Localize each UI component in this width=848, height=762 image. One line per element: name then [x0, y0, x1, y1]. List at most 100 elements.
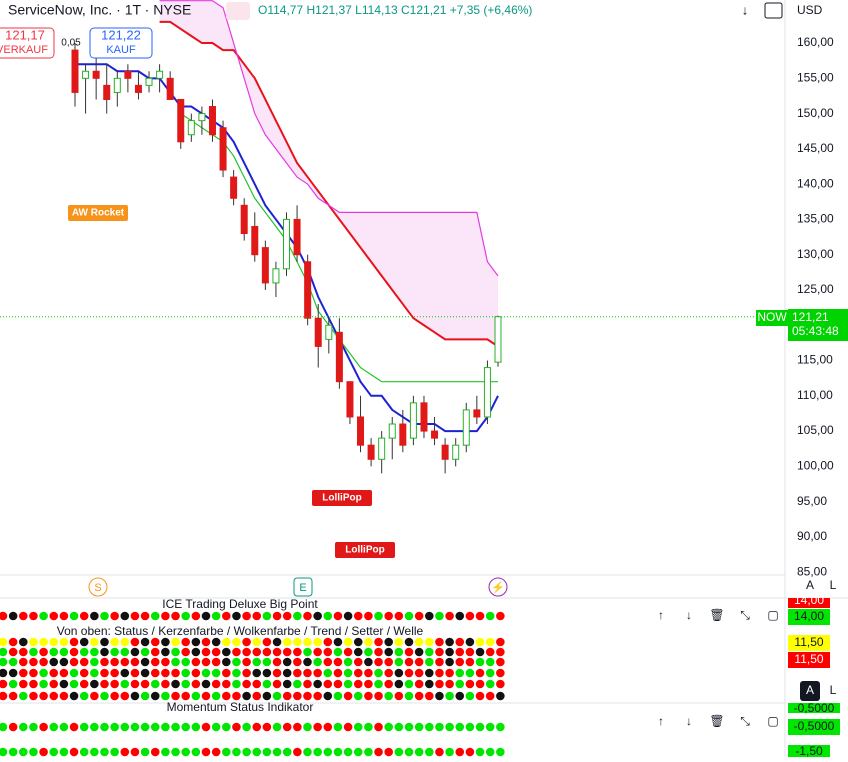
pane-tool[interactable]: ↑ [658, 714, 664, 728]
pane-tool[interactable]: ▢ [767, 608, 778, 622]
status-dot [293, 722, 302, 732]
status-dot [262, 679, 272, 689]
status-dot [150, 647, 160, 657]
candle-body [293, 218, 301, 256]
candle-body [335, 331, 343, 383]
status-dot [435, 637, 444, 647]
status-dot [110, 668, 119, 678]
status-dot [475, 637, 485, 647]
event-icon[interactable] [293, 577, 313, 597]
status-dot [191, 747, 201, 757]
status-dot [374, 611, 383, 621]
status-dot [181, 647, 190, 657]
status-dot [181, 637, 190, 647]
status-dot [282, 637, 292, 647]
status-dot [29, 668, 38, 678]
status-dot [272, 657, 282, 667]
status-dot [353, 657, 363, 667]
pane-tool[interactable]: ▢ [767, 714, 778, 728]
pane-tool[interactable]: 🗑 [709, 608, 724, 622]
pane-tool[interactable]: ↑ [658, 608, 664, 622]
status-dot [29, 691, 38, 701]
status-dot [39, 637, 48, 647]
status-dot [353, 691, 363, 701]
status-dot [150, 637, 160, 647]
log-btn[interactable]: L [830, 683, 837, 697]
status-dot [394, 657, 404, 667]
pane-tool[interactable]: 🗑 [709, 714, 724, 728]
status-dot [181, 611, 190, 621]
status-dot [140, 747, 150, 757]
pane-tool[interactable]: ⤡ [740, 714, 750, 728]
y-tick-label: 135,00 [797, 212, 834, 226]
status-dot [130, 747, 140, 757]
status-dot [374, 747, 383, 757]
status-dot [485, 637, 495, 647]
status-dot [404, 747, 414, 757]
event-icon[interactable] [488, 577, 508, 597]
status-dot [150, 722, 160, 732]
candle-body [409, 402, 417, 439]
status-dot [181, 657, 190, 667]
status-dot [475, 747, 485, 757]
status-dot [222, 647, 231, 657]
status-dot [252, 657, 262, 667]
status-dot [435, 747, 444, 757]
scale-tag [788, 598, 830, 608]
currency[interactable]: USD [797, 3, 823, 17]
status-dot [465, 611, 475, 621]
status-dot [262, 747, 272, 757]
status-dot [191, 647, 201, 657]
log-btn[interactable]: L [830, 578, 837, 592]
candle-body [283, 218, 290, 270]
status-dot [252, 668, 262, 678]
status-dot [49, 637, 59, 647]
status-dot [79, 647, 89, 657]
status-dot [191, 637, 201, 647]
status-dot [110, 722, 119, 732]
sell-price: 121,17 [5, 27, 45, 42]
event-icon[interactable] [88, 577, 108, 597]
auto-btn[interactable]: A [806, 683, 814, 697]
status-dot [110, 657, 119, 667]
status-dot [181, 722, 190, 732]
status-dot [191, 679, 201, 689]
pane-tool[interactable]: ↓ [686, 714, 692, 728]
status-dot [425, 611, 434, 621]
status-dot [79, 691, 89, 701]
fullscreen-btn[interactable] [764, 2, 783, 19]
status-dot [435, 722, 444, 732]
status-dot [8, 722, 18, 732]
status-dot [252, 637, 262, 647]
status-dot [374, 679, 383, 689]
candle-body [71, 49, 79, 93]
event-label: E [299, 582, 306, 594]
status-dot [282, 647, 292, 657]
download-btn[interactable]: ↓ [742, 2, 749, 17]
status-dot [404, 722, 414, 732]
auto-btn[interactable]: A [806, 578, 814, 592]
status-dot [303, 647, 312, 657]
auto-btn-bg[interactable] [800, 681, 820, 701]
status-dot [90, 722, 99, 732]
scale-label: 11,50 [794, 635, 823, 649]
status-dot [455, 668, 465, 678]
status-dot [69, 747, 79, 757]
pane-tool[interactable]: ⤡ [740, 608, 750, 622]
status-dot [353, 722, 363, 732]
status-dot [79, 679, 89, 689]
sell-button[interactable] [0, 27, 55, 59]
status-dot [333, 679, 343, 689]
buy-button[interactable] [89, 27, 153, 59]
status-dot [120, 647, 130, 657]
status-dot [171, 679, 180, 689]
status-dot [120, 691, 130, 701]
status-dot [485, 679, 495, 689]
pane-tool[interactable]: ↓ [686, 608, 692, 622]
status-dot [435, 691, 444, 701]
status-dot [130, 647, 140, 657]
status-dot [161, 657, 170, 667]
status-dot [343, 747, 353, 757]
indicator-toggle[interactable] [226, 2, 250, 20]
status-dot [445, 647, 454, 657]
